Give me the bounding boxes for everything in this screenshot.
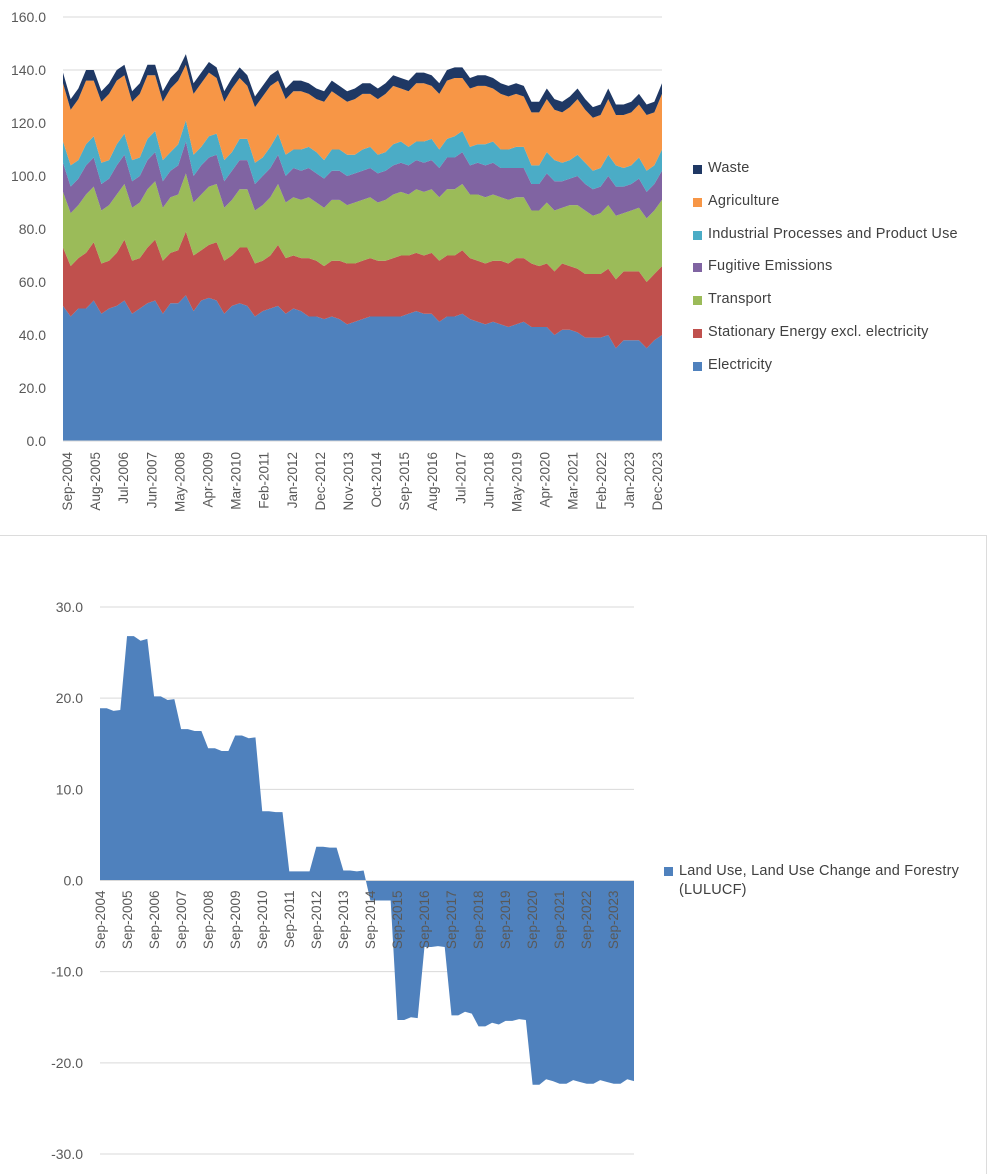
y-tick-label: 120.0 (11, 115, 46, 131)
legend-label: Fugitive Emissions (708, 258, 833, 275)
y-tick-label: -10.0 (51, 964, 83, 980)
legend-label: Land Use, Land Use Change and Forestry (… (679, 863, 960, 898)
x-tick-label: Sep-2013 (336, 891, 351, 950)
legend-label: Waste (708, 160, 750, 176)
legend-label: Industrial Processes and Product Use (708, 225, 958, 242)
legend-item-electricity: Electricity (693, 357, 958, 390)
legend-swatch (693, 328, 702, 338)
legend-item-fugitive-emissions: Fugitive Emissions (693, 258, 958, 291)
x-tick-label: Sep-2004 (93, 890, 108, 949)
x-tick-label: Sep-2019 (498, 891, 513, 950)
x-tick-label: Aug-2005 (88, 452, 103, 511)
x-tick-label: Feb-2011 (257, 452, 272, 509)
y-tick-label: 40.0 (19, 327, 46, 343)
y-tick-label: 140.0 (11, 62, 46, 78)
area-electricity (63, 295, 662, 441)
x-tick-label: Sep-2012 (309, 891, 324, 950)
legend-label: Electricity (708, 356, 773, 373)
area-agriculture (63, 64, 662, 171)
x-tick-label: Dec-2023 (650, 452, 665, 511)
x-tick-label: Sep-2009 (228, 891, 243, 950)
legend-swatch (693, 197, 702, 207)
legend-item-waste: Waste (693, 160, 958, 193)
x-tick-label: Apr-2020 (538, 452, 553, 508)
legend-item-agriculture: Agriculture (693, 193, 958, 226)
area-waste (63, 54, 662, 118)
x-tick-label: Jul-2017 (453, 452, 468, 504)
legend-swatch (664, 867, 673, 876)
x-tick-label: Sep-2015 (397, 452, 412, 511)
emissions-by-sector-chart: 0.0 20.0 40.0 60.0 80.0 100.0 120.0 140.0 160.0 S… (0, 0, 987, 535)
lulucf-legend: Land Use, Land Use Change and Forestry (… (664, 862, 974, 898)
y-tick-label: 80.0 (19, 221, 46, 237)
x-tick-label: Feb-2022 (594, 452, 609, 510)
x-tick-label: Sep-2014 (363, 890, 378, 949)
x-tick-label: Mar-2021 (566, 452, 581, 510)
legend-label: Stationary Energy excl. electricity (708, 323, 929, 340)
y-tick-label: 160.0 (11, 9, 46, 25)
area-transport (63, 173, 662, 282)
x-tick-label: Sep-2020 (525, 891, 540, 950)
x-tick-label: Sep-2017 (444, 891, 459, 950)
y-tick-label: -20.0 (51, 1055, 83, 1071)
x-tick-label: Sep-2022 (579, 891, 594, 950)
y-tick-label: 20.0 (56, 690, 83, 706)
x-tick-label: Sep-2005 (120, 891, 135, 950)
legend-label: Agriculture (708, 192, 780, 209)
x-tick-label: Sep-2006 (147, 891, 162, 950)
y-tick-label: 100.0 (11, 168, 46, 184)
y-tick-label: 20.0 (19, 380, 46, 396)
x-tick-label: Oct-2014 (369, 452, 384, 508)
emissions-stacked-area-svg: 0.0 20.0 40.0 60.0 80.0 100.0 120.0 140.0 160.0 S… (11, 9, 665, 512)
x-tick-label: Jan-2012 (285, 452, 300, 508)
x-tick-label: Jun-2018 (481, 452, 496, 508)
area-fugitive-emissions (63, 141, 662, 219)
legend-swatch (693, 165, 702, 174)
x-tick-label: Aug-2016 (425, 452, 440, 511)
x-tick-label: Sep-2010 (255, 891, 270, 950)
legend-swatch (693, 296, 702, 306)
legend-item-transport: Transport (693, 291, 958, 324)
x-tick-label: Sep-2015 (390, 891, 405, 950)
x-tick-label: Nov-2013 (341, 452, 356, 511)
legend-item-industrial-processes-and-product-use: Industrial Processes and Product Use (693, 226, 958, 259)
x-tick-label: Sep-2018 (471, 891, 486, 950)
legend-item-stationary-energy-excl-electricity: Stationary Energy excl. electricity (693, 324, 958, 357)
x-tick-label: Sep-2016 (417, 891, 432, 950)
lulucf-area-svg: -30.0 -20.0 -10.0 0.0 10.0 20.0 30.0 Sep-2004 Se… (51, 599, 634, 1162)
x-tick-label: Sep-2004 (60, 452, 75, 511)
x-tick-label: Sep-2007 (174, 891, 189, 950)
legend-swatch (693, 230, 702, 240)
y-tick-label: 10.0 (56, 781, 83, 797)
emissions-legend: Waste Agriculture Industrial Processes and… (693, 160, 958, 390)
x-tick-label: Jul-2006 (116, 452, 131, 504)
x-tick-label: Mar-2010 (229, 452, 244, 510)
y-tick-label: 30.0 (56, 599, 83, 615)
area-industrial-processes-and-product-use (63, 120, 662, 192)
x-tick-label: Sep-2021 (552, 891, 567, 950)
y-tick-label: -30.0 (51, 1146, 83, 1162)
x-tick-label: May-2019 (510, 452, 525, 512)
x-tick-label: Sep-2011 (282, 891, 297, 949)
y-tick-label: 0.0 (27, 433, 47, 449)
legend-label: Transport (708, 291, 772, 308)
y-tick-label: 0.0 (64, 873, 84, 889)
legend-item-land-use-land-use-change-and-forestry-lulucf: Land Use, Land Use Change and Forestry (… (664, 862, 974, 898)
legend-swatch (693, 263, 702, 273)
x-tick-label: May-2008 (172, 452, 187, 512)
x-tick-label: Apr-2009 (200, 452, 215, 508)
area-stationary-energy-excl-electricity (63, 231, 662, 349)
legend-swatch (693, 361, 702, 371)
x-tick-label: Jun-2007 (144, 452, 159, 508)
x-tick-label: Dec-2012 (313, 452, 328, 511)
x-tick-label: Jan-2023 (622, 452, 637, 508)
y-tick-label: 60.0 (19, 274, 46, 290)
lulucf-chart: -30.0 -20.0 -10.0 0.0 10.0 20.0 30.0 Sep-2004 Se… (0, 535, 987, 1174)
area-lulucf (100, 636, 634, 1085)
x-tick-label: Sep-2008 (201, 891, 216, 950)
x-tick-label: Sep-2023 (606, 891, 621, 950)
